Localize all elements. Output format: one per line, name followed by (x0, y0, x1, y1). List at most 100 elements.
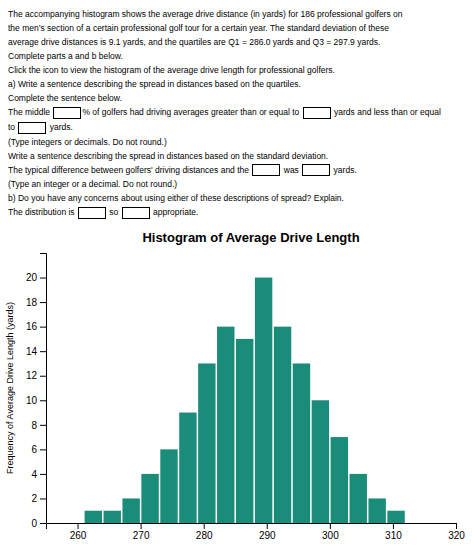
histogram-bar (274, 327, 291, 523)
histogram-bar (387, 511, 404, 523)
answer-box[interactable] (53, 107, 81, 119)
plot-area: 260 270 280 290 300 310 320 0 2 4 6 8 10 12 14 16 18 20 (26, 254, 465, 542)
y-tick-label: 0 (31, 518, 37, 529)
question-line: Complete parts a and b below. (8, 50, 466, 62)
y-axis: 0 2 4 6 8 10 12 14 16 18 20 (26, 254, 47, 529)
answer-box[interactable] (252, 164, 280, 176)
x-tick-label: 260 (70, 530, 87, 541)
question-text: average drive distances is 9.1 yards, an… (8, 37, 380, 47)
y-tick-mark (40, 351, 46, 352)
x-tick: 300 (322, 523, 339, 541)
y-tick: 10 (26, 395, 46, 406)
question-text: % of golfers had driving averages greate… (82, 107, 301, 117)
question-line: the men’s section of a certain professio… (8, 22, 466, 34)
question-line: The accompanying histogram shows the ave… (8, 8, 466, 20)
x-tick-label: 300 (322, 530, 339, 541)
answer-box[interactable] (18, 122, 46, 134)
y-tick-mark (40, 449, 46, 450)
y-tick-mark (40, 327, 46, 328)
y-tick: 0 (31, 518, 46, 529)
question-text: Complete parts a and b below. (8, 51, 123, 61)
histogram-bar (179, 413, 196, 523)
x-tick-mark (204, 523, 205, 529)
question-line: (Type integers or decimals. Do not round… (8, 136, 466, 148)
question-line: The middle % of golfers had driving aver… (8, 106, 466, 119)
y-tick-label: 20 (26, 272, 38, 283)
x-tick-mark (141, 523, 142, 529)
histogram-bar (236, 339, 253, 523)
x-tick-mark (456, 523, 457, 529)
y-tick-label: 8 (31, 420, 37, 431)
histogram-bar (293, 363, 310, 523)
histogram-bar (66, 523, 83, 524)
y-tick-mark (40, 498, 46, 499)
x-tick: 260 (70, 523, 87, 541)
chart: 260 270 280 290 300 310 320 0 2 4 6 8 10 12 14 16 18 20 Hi… (0, 225, 474, 547)
y-tick: 12 (26, 370, 46, 381)
y-tick: 18 (26, 297, 46, 308)
question-text: yards. (331, 165, 357, 175)
question-text: yards and less than or equal (332, 107, 441, 117)
question-line: to yards. (8, 121, 466, 134)
question-line: Write a sentence describing the spread i… (8, 150, 466, 162)
x-tick-label: 280 (196, 530, 213, 541)
x-tick-mark (78, 523, 79, 529)
x-tick: 290 (259, 523, 276, 541)
question-text: Complete the sentence below. (8, 93, 122, 103)
y-tick-mark (40, 425, 46, 426)
question-text: yards. (47, 122, 73, 132)
x-tick-label: 290 (259, 530, 276, 541)
question-text: to (8, 122, 17, 132)
answer-box[interactable] (122, 207, 150, 219)
question-line: The typical difference between golfers' … (8, 164, 466, 177)
y-tick-mark (40, 523, 46, 524)
histogram-bar (217, 327, 234, 523)
y-axis-title: Frequency of Average Drive Length (yards… (5, 302, 15, 474)
y-tick: 16 (26, 321, 46, 332)
x-tick: 320 (448, 523, 465, 541)
histogram-bar (312, 400, 329, 523)
y-tick-label: 18 (26, 297, 38, 308)
x-tick-mark (267, 523, 268, 529)
x-tick: 310 (385, 523, 402, 541)
y-tick-label: 12 (26, 370, 38, 381)
y-tick-label: 10 (26, 395, 38, 406)
histogram-bar (160, 449, 177, 523)
question-text: The distribution is (8, 207, 77, 217)
question-text: the men’s section of a certain professio… (8, 23, 389, 33)
answer-box[interactable] (303, 107, 331, 119)
histogram-bar (85, 511, 102, 523)
y-tick-label: 2 (31, 493, 37, 504)
question-line: (Type an integer or a decimal. Do not ro… (8, 178, 466, 190)
question-text: (Type an integer or a decimal. Do not ro… (8, 179, 177, 189)
histogram-bar (350, 474, 367, 523)
y-tick: 14 (26, 346, 46, 357)
chart-title: Histogram of Average Drive Length (142, 230, 359, 245)
x-axis-line (47, 524, 457, 530)
histogram-bar (104, 511, 121, 523)
x-tick-mark (330, 523, 331, 529)
question-text: (Type integers or decimals. Do not round… (8, 137, 167, 147)
y-tick: 4 (31, 469, 46, 480)
y-tick-label: 4 (31, 469, 37, 480)
y-tick-mark (40, 474, 46, 475)
question-text: so (107, 207, 121, 217)
question-text: Click the icon to view the histogram of … (8, 65, 335, 75)
x-tick: 270 (133, 523, 150, 541)
question-line: average drive distances is 9.1 yards, an… (8, 36, 466, 48)
x-tick: 280 (196, 523, 213, 541)
x-axis: 260 270 280 290 300 310 320 (47, 523, 466, 541)
answer-box[interactable] (78, 207, 106, 219)
question-text: The accompanying histogram shows the ave… (8, 9, 403, 19)
question-line: a) Write a sentence describing the sprea… (8, 78, 466, 90)
question-text: The typical difference between golfers' … (8, 165, 251, 175)
question-text: a) Write a sentence describing the sprea… (8, 79, 301, 89)
histogram-bar (368, 498, 385, 523)
histogram-bar (122, 498, 139, 523)
question-text: b) Do you have any concerns about using … (8, 193, 344, 203)
y-tick-label: 6 (31, 444, 37, 455)
question-text: appropriate. (151, 207, 199, 217)
x-tick-label: 270 (133, 530, 150, 541)
question-line: The distribution is so appropriate. (8, 206, 466, 219)
answer-box[interactable] (302, 164, 330, 176)
